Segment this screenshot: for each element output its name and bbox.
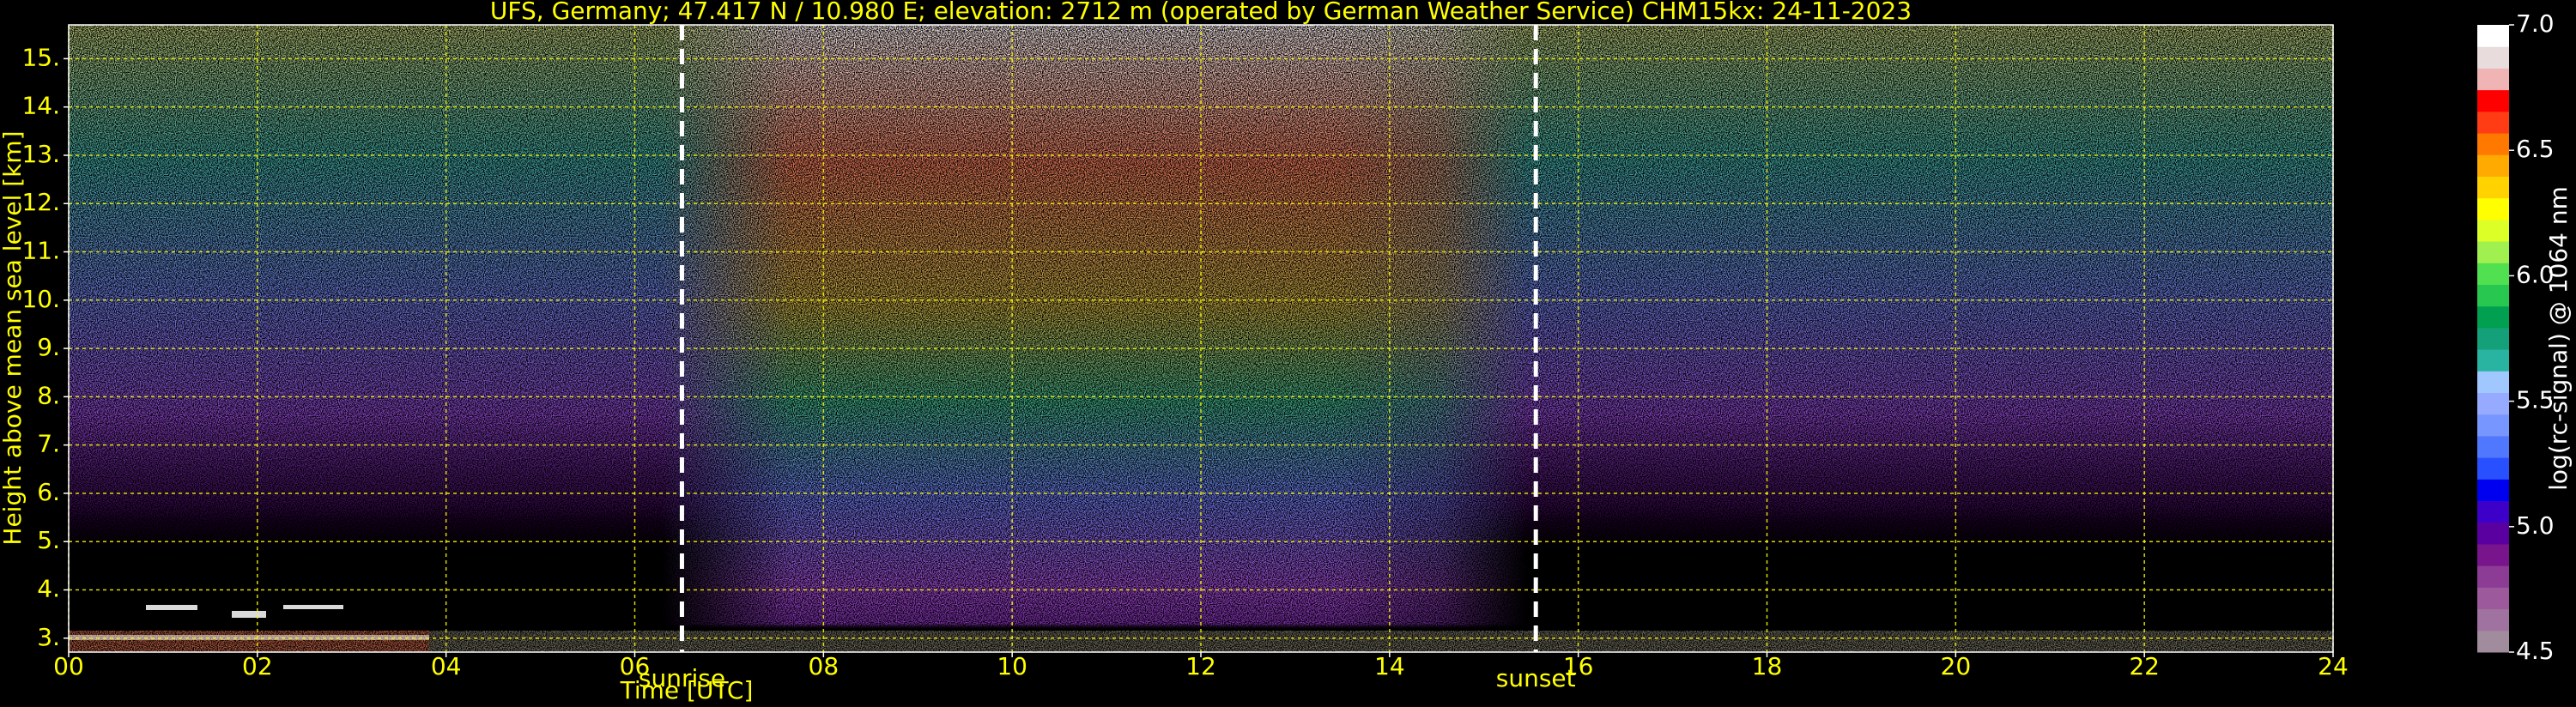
y-axis-label: Height above mean sea level [km] xyxy=(0,130,27,545)
x-tick-label: 20 xyxy=(1941,652,1972,680)
colorbar-segment xyxy=(2477,327,2509,350)
y-tick-label: 11. xyxy=(21,237,60,265)
x-tick-label: 10 xyxy=(997,652,1027,680)
colorbar-tick-label: 5.5 xyxy=(2516,386,2555,414)
colorbar-segment xyxy=(2477,241,2509,263)
colorbar-segment xyxy=(2477,414,2509,437)
sun-marker-label: sunset xyxy=(1496,664,1576,692)
colorbar-segment xyxy=(2477,154,2509,177)
y-tick-label: 12. xyxy=(21,188,60,216)
colorbar-segment xyxy=(2477,457,2509,480)
colorbar-segment xyxy=(2477,500,2509,523)
x-tick-label: 00 xyxy=(53,652,84,680)
x-tick-label: 04 xyxy=(431,652,462,680)
x-tick-label: 02 xyxy=(242,652,273,680)
y-tick-label: 3. xyxy=(37,623,60,651)
colorbar-tick-label: 6.5 xyxy=(2516,135,2555,163)
colorbar-segment xyxy=(2477,608,2509,631)
colorbar-segment xyxy=(2477,371,2509,394)
colorbar-segment xyxy=(2477,522,2509,545)
y-tick-label: 13. xyxy=(21,140,60,168)
colorbar-segment xyxy=(2477,630,2509,653)
colorbar-segment xyxy=(2477,392,2509,415)
y-tick-label: 9. xyxy=(37,333,60,361)
colorbar-segment xyxy=(2477,197,2509,221)
colorbar-segment xyxy=(2477,46,2509,69)
colorbar-tick-label: 7.0 xyxy=(2516,9,2555,38)
y-tick-label: 4. xyxy=(37,575,60,603)
colorbar-segment xyxy=(2477,543,2509,566)
x-tick-label: 14 xyxy=(1374,652,1405,680)
colorbar-tick-label: 6.0 xyxy=(2516,260,2555,288)
colorbar-segment xyxy=(2477,263,2509,285)
y-tick-label: 5. xyxy=(37,526,60,554)
y-tick-label: 7. xyxy=(37,430,60,458)
colorbar-segment xyxy=(2477,587,2509,610)
colorbar-segment xyxy=(2477,68,2509,91)
colorbar-segment xyxy=(2477,133,2509,155)
colorbar-segment xyxy=(2477,349,2509,372)
colorbar-segment xyxy=(2477,219,2509,242)
y-tick-label: 14. xyxy=(21,92,60,120)
colorbar-segment xyxy=(2477,305,2509,329)
colorbar-label: log(rc-signal) @ 1064 nm xyxy=(2544,186,2573,491)
chart-title: UFS, Germany; 47.417 N / 10.980 E; eleva… xyxy=(490,0,1912,25)
colorbar-segment xyxy=(2477,479,2509,502)
y-tick-label: 15. xyxy=(21,43,60,71)
x-tick-label: 24 xyxy=(2318,652,2349,680)
colorbar-segment xyxy=(2477,565,2509,588)
colorbar-segment xyxy=(2477,89,2509,112)
x-axis-label: Time [UTC] xyxy=(620,676,754,704)
colorbar-tick-label: 5.0 xyxy=(2516,511,2555,540)
colorbar-segment xyxy=(2477,25,2509,47)
cloud-echo xyxy=(69,605,429,640)
x-tick-label: 06 xyxy=(620,652,651,680)
sun-marker-label: sunrise xyxy=(639,664,725,692)
colorbar-segment xyxy=(2477,111,2509,134)
x-tick-label: 12 xyxy=(1185,652,1216,680)
y-tick-label: 8. xyxy=(37,381,60,409)
colorbar-segment xyxy=(2477,176,2509,199)
x-tick-label: 22 xyxy=(2129,652,2160,680)
plot-frame xyxy=(68,24,2334,653)
colorbar-tick-label: 4.5 xyxy=(2516,637,2555,665)
y-tick-label: 10. xyxy=(21,285,60,313)
x-tick-label: 08 xyxy=(809,652,839,680)
y-tick-label: 6. xyxy=(37,478,60,506)
x-tick-label: 18 xyxy=(1752,652,1783,680)
backscatter-field xyxy=(69,25,2333,652)
x-tick-label: 16 xyxy=(1563,652,1594,680)
colorbar-segment xyxy=(2477,435,2509,458)
colorbar-segment xyxy=(2477,284,2509,307)
